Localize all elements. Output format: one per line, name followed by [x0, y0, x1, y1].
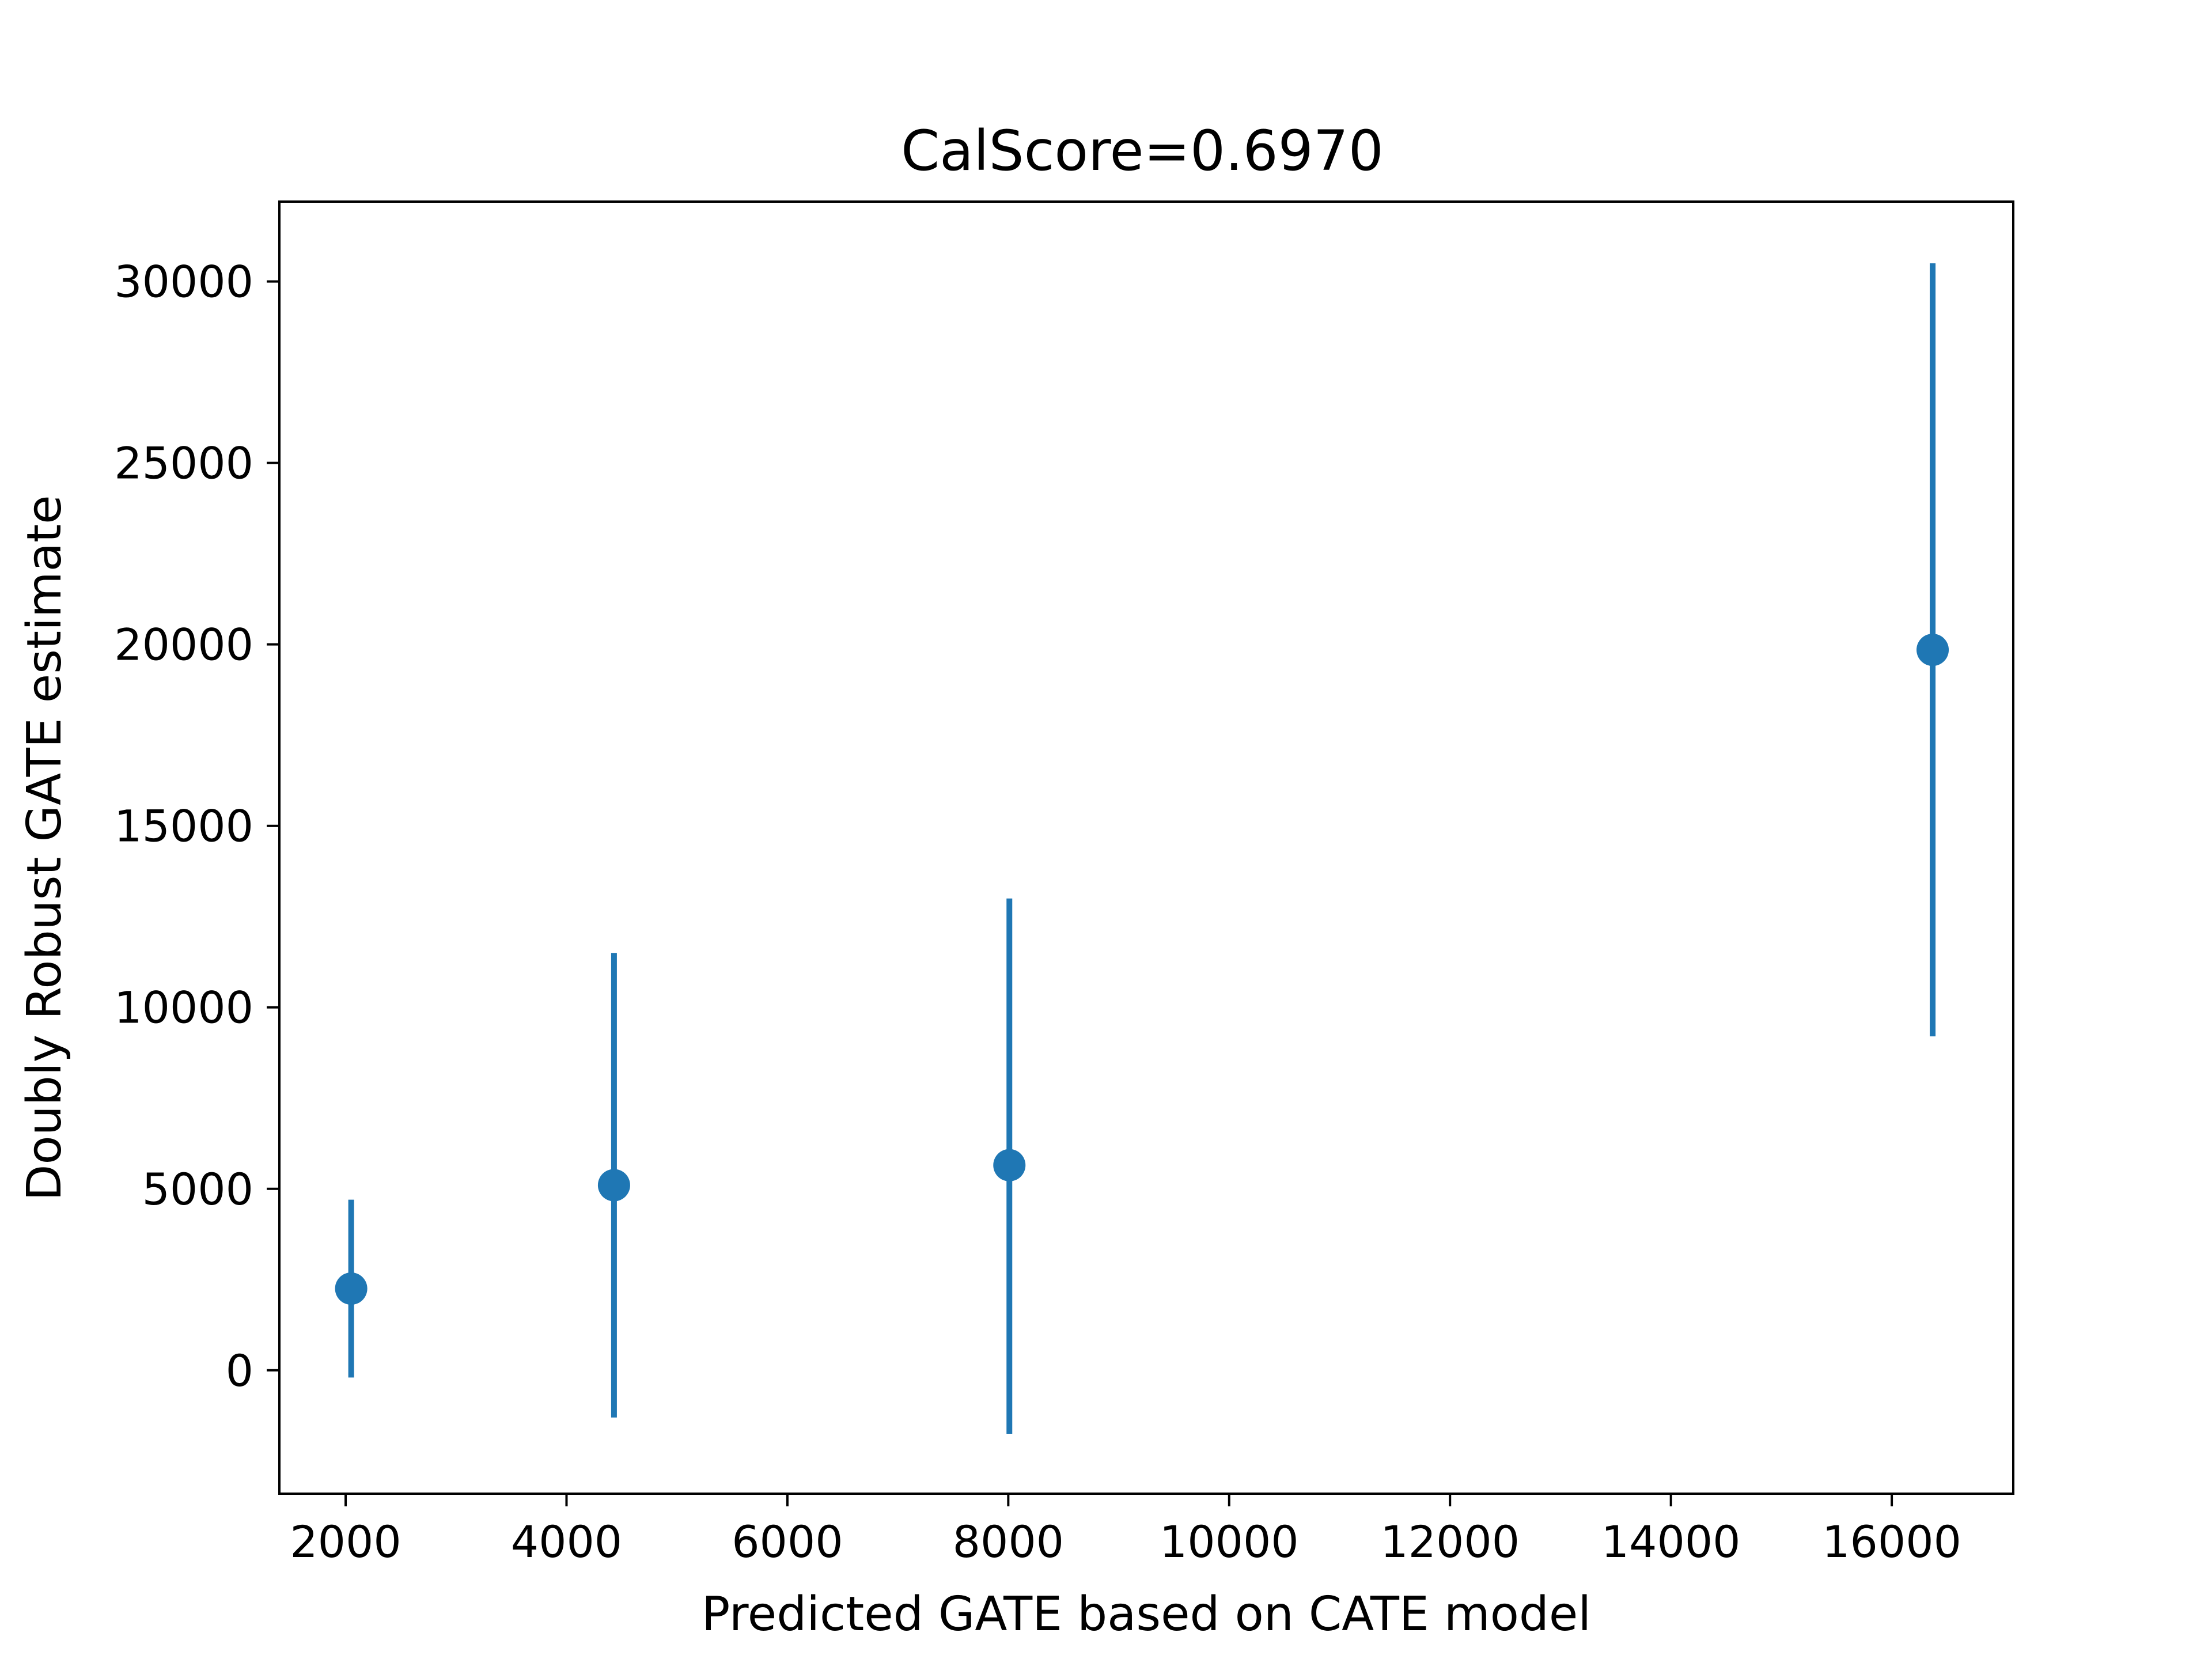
plot-frame: [278, 200, 2014, 1495]
data-point: [335, 1272, 368, 1305]
y-tick-label: 5000: [142, 1164, 253, 1215]
y-tick-label: 15000: [114, 801, 253, 852]
data-point: [597, 1169, 630, 1202]
x-tick-label: 8000: [953, 1516, 1064, 1567]
data-point: [993, 1149, 1026, 1181]
y-tick-label: 20000: [114, 619, 253, 671]
x-tick-label: 2000: [290, 1516, 401, 1567]
y-tick-label: 10000: [114, 982, 253, 1033]
y-tick-label: 0: [226, 1345, 253, 1396]
x-tick-label: 16000: [1822, 1516, 1961, 1567]
x-tick-label: 4000: [511, 1516, 622, 1567]
y-tick-label: 30000: [114, 256, 253, 308]
x-tick-label: 14000: [1601, 1516, 1741, 1567]
x-axis-title: Predicted GATE based on CATE model: [702, 1587, 1591, 1642]
chart-title: CalScore=0.6970: [901, 119, 1384, 183]
y-tick-label: 25000: [114, 438, 253, 489]
data-point: [1916, 634, 1949, 666]
x-tick-label: 12000: [1380, 1516, 1520, 1567]
x-tick-label: 10000: [1160, 1516, 1299, 1567]
y-axis-title: Doubly Robust GATE estimate: [17, 495, 72, 1200]
x-tick-label: 6000: [732, 1516, 843, 1567]
